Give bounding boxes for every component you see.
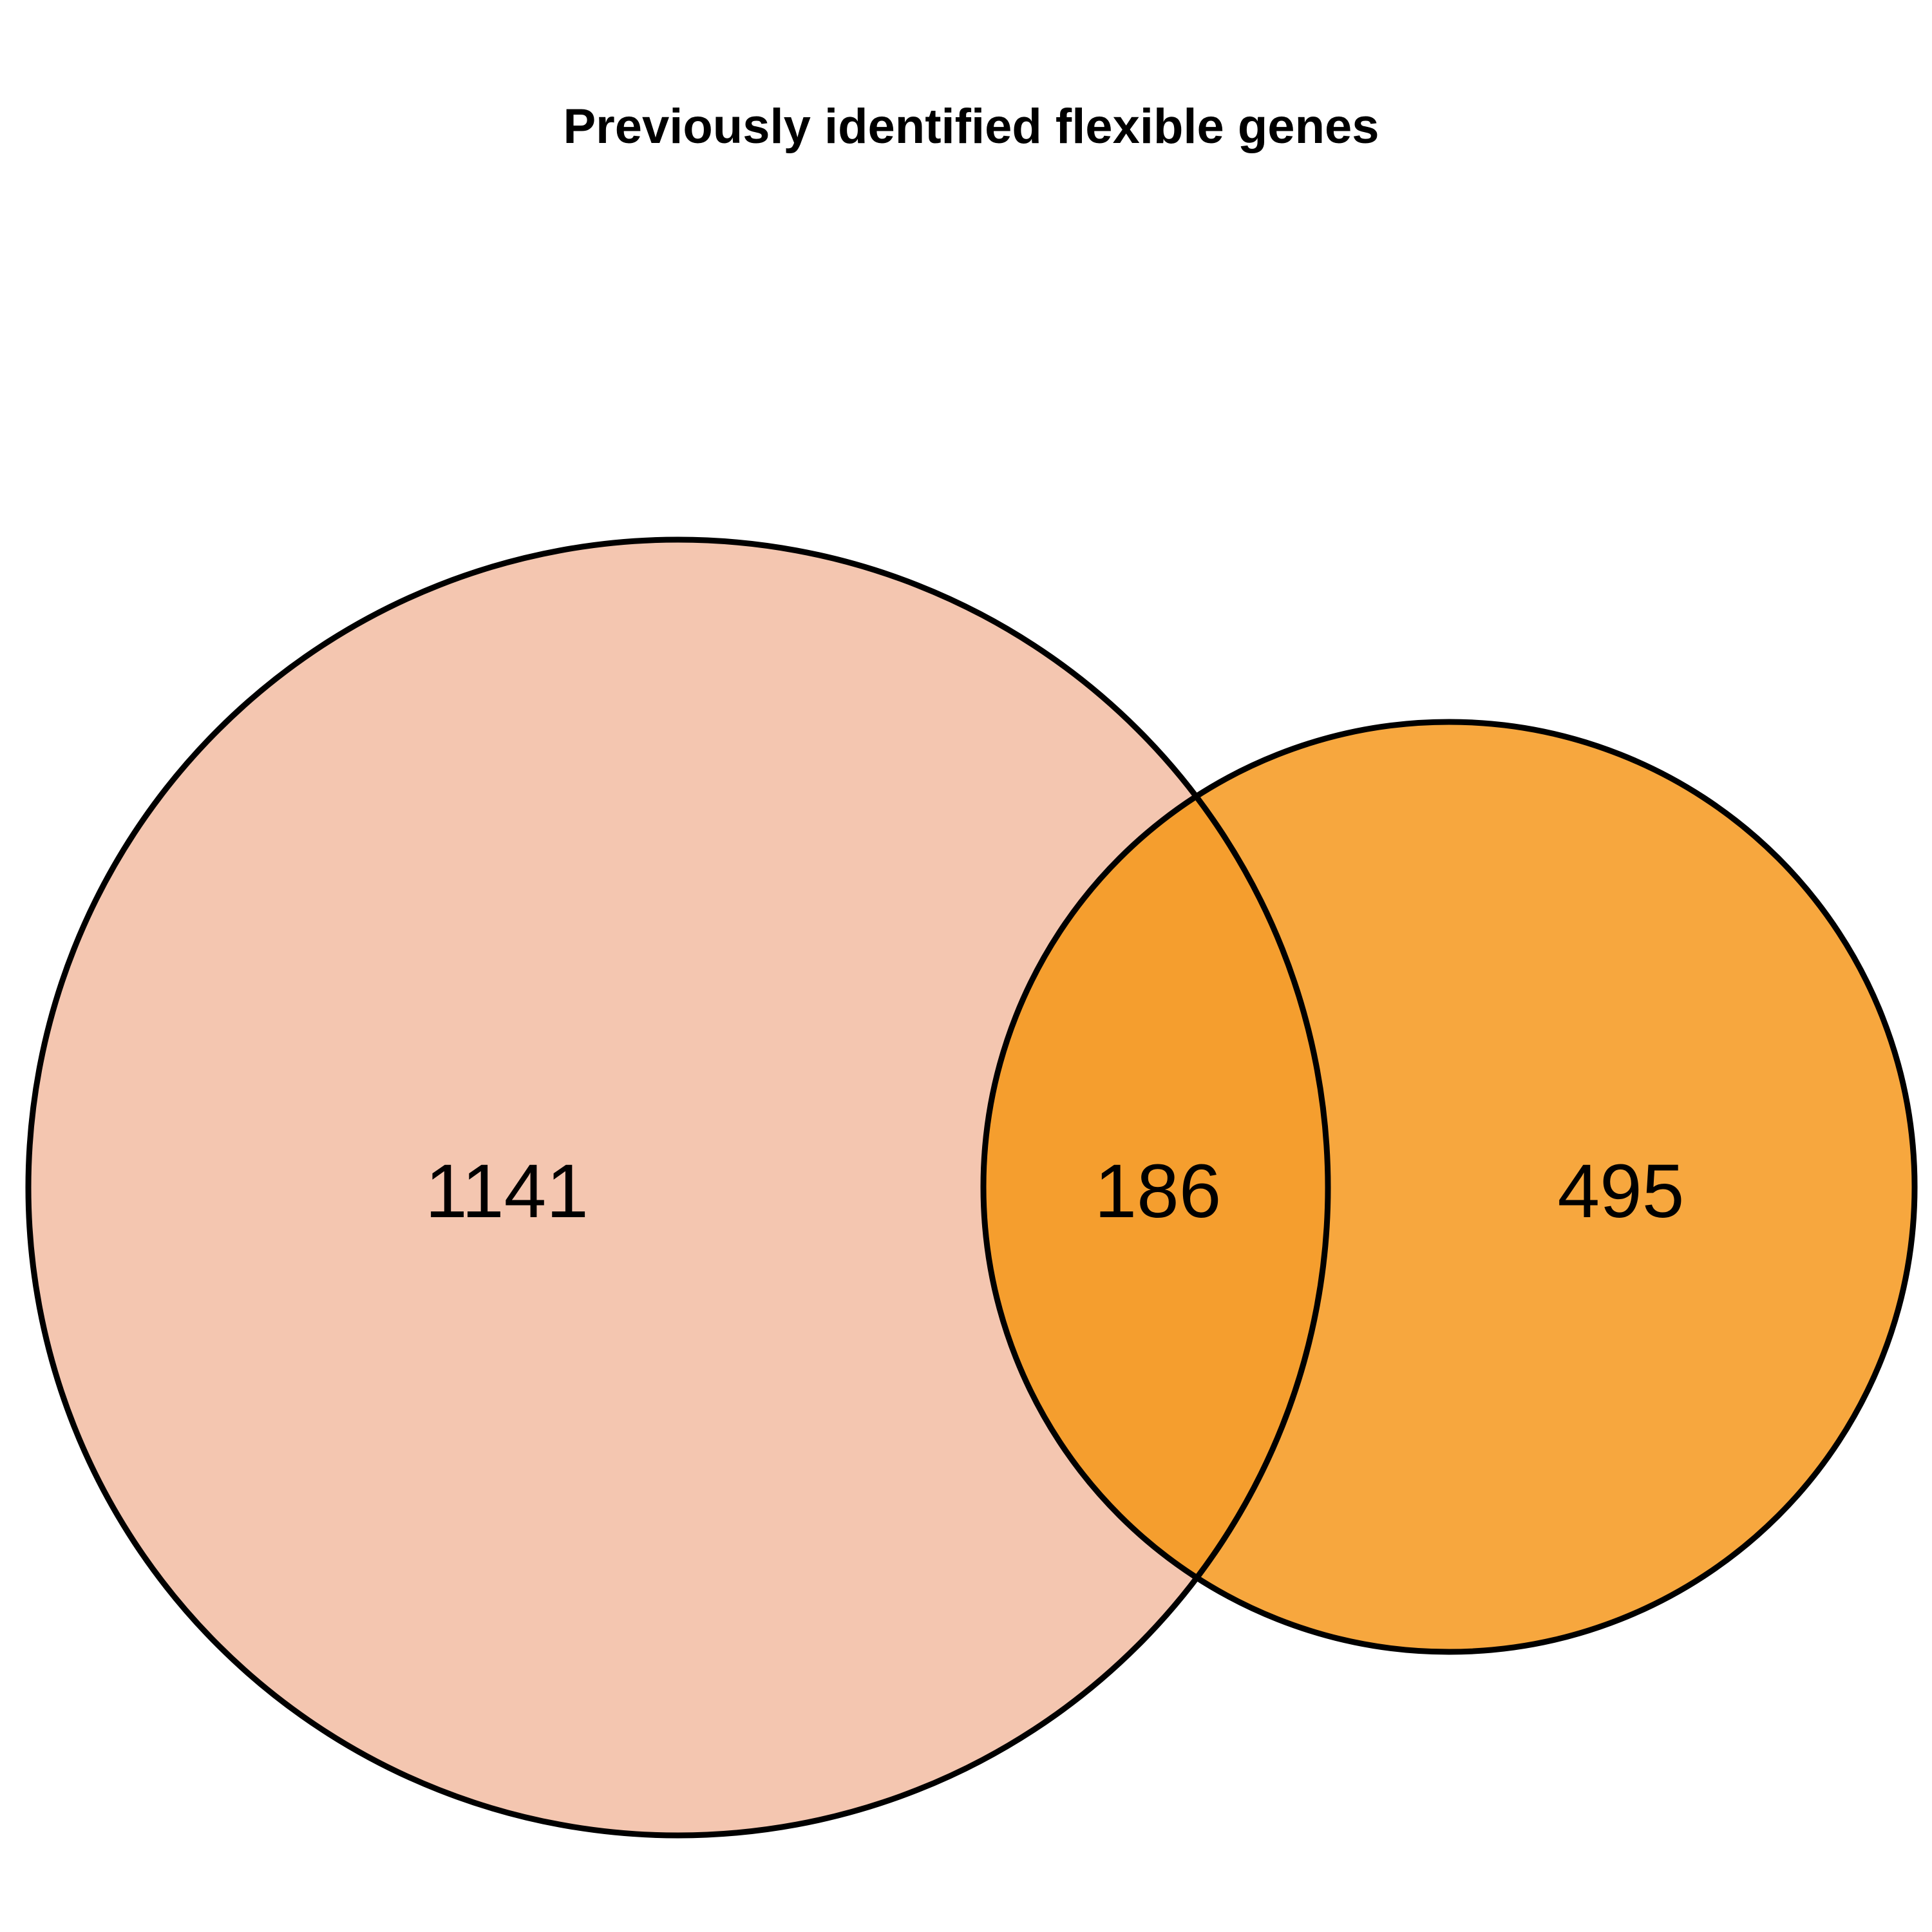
- set-left-circle: [28, 540, 1328, 1835]
- left-only-count: 1141: [425, 1149, 589, 1234]
- set-left-outline: [25, 536, 1331, 1839]
- overlap-count: 186: [1095, 1149, 1222, 1234]
- set-right-outline: [980, 719, 1918, 1655]
- right-only-count: 495: [1558, 1149, 1685, 1234]
- diagram-title: Previously identified flexible genes: [563, 99, 1379, 154]
- set-overlap-region: [983, 722, 1328, 1652]
